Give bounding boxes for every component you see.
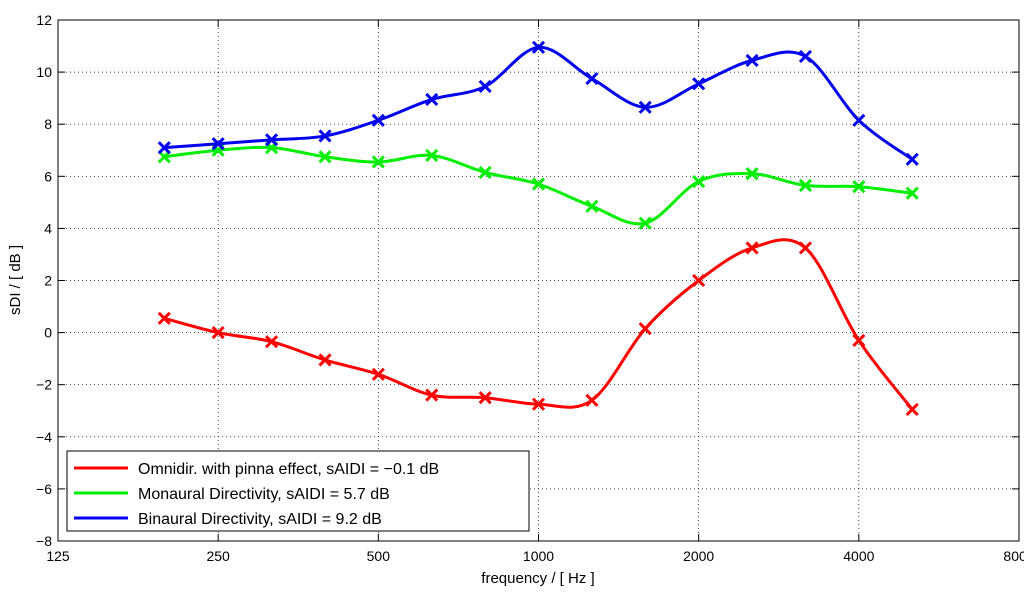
data-point-marker bbox=[585, 199, 599, 213]
data-point-marker bbox=[638, 216, 652, 230]
data-point-marker bbox=[638, 322, 652, 336]
data-point-marker bbox=[692, 273, 706, 288]
x-tick-label: 8000 bbox=[1003, 548, 1024, 564]
series-monaural-directivity bbox=[157, 141, 919, 230]
legend-entry: Omnidir. with pinna effect, sAIDI = −0.1… bbox=[138, 461, 439, 478]
y-tick-label: 6 bbox=[44, 168, 52, 184]
data-point-marker bbox=[745, 167, 759, 181]
legend-entry: Binaural Directivity, sAIDI = 9.2 dB bbox=[138, 511, 382, 528]
y-tick-label: 8 bbox=[44, 116, 52, 132]
series-omnidir-with bbox=[157, 238, 919, 417]
data-point-marker bbox=[371, 113, 385, 127]
data-point-marker bbox=[692, 77, 706, 91]
data-point-marker bbox=[905, 152, 919, 166]
data-point-marker bbox=[478, 79, 492, 93]
data-point-marker bbox=[798, 241, 813, 255]
series-binaural-directivity bbox=[157, 40, 919, 166]
data-point-marker bbox=[585, 72, 599, 86]
data-point-marker bbox=[745, 241, 759, 255]
y-tick-label: −6 bbox=[36, 481, 52, 497]
data-point-marker bbox=[318, 129, 332, 143]
data-point-marker bbox=[425, 388, 439, 402]
data-point-marker bbox=[692, 174, 706, 189]
x-axis: 125 250 500 1000 2000 4000 8000 bbox=[46, 20, 1024, 564]
data-point-marker bbox=[371, 155, 385, 169]
legend-entry: Monaural Directivity, sAIDI = 5.7 dB bbox=[138, 486, 390, 503]
data-point-marker bbox=[852, 333, 866, 347]
data-point-marker bbox=[852, 180, 866, 194]
data-point-marker bbox=[318, 353, 332, 367]
data-point-marker bbox=[638, 100, 652, 114]
data-point-marker bbox=[425, 92, 439, 107]
y-tick-label: 4 bbox=[44, 220, 52, 236]
x-tick-label: 4000 bbox=[843, 548, 874, 564]
x-tick-label: 2000 bbox=[683, 548, 714, 564]
data-point-marker bbox=[478, 165, 492, 179]
y-tick-label: −4 bbox=[36, 429, 52, 445]
data-point-marker bbox=[211, 137, 225, 151]
data-point-marker bbox=[852, 113, 866, 127]
data-point-marker bbox=[265, 335, 279, 349]
legend: Omnidir. with pinna effect, sAIDI = −0.1… bbox=[66, 450, 530, 532]
data-point-marker bbox=[157, 311, 171, 325]
x-tick-label: 125 bbox=[46, 548, 70, 564]
data-point-marker bbox=[798, 178, 813, 192]
data-point-marker bbox=[318, 150, 332, 164]
y-tick-label: 12 bbox=[36, 12, 52, 28]
data-point-marker bbox=[211, 326, 225, 340]
grid bbox=[58, 20, 1019, 541]
data-point-marker bbox=[157, 141, 171, 155]
y-tick-label: −2 bbox=[36, 377, 52, 393]
data-point-marker bbox=[905, 402, 919, 417]
data-point-marker bbox=[798, 49, 813, 64]
y-tick-label: 10 bbox=[36, 64, 52, 80]
data-point-marker bbox=[265, 133, 279, 147]
data-point-marker bbox=[531, 397, 546, 411]
x-tick-label: 500 bbox=[367, 548, 391, 564]
data-point-marker bbox=[531, 177, 546, 191]
x-axis-title: frequency / [ Hz ] bbox=[481, 570, 594, 587]
y-tick-label: −8 bbox=[36, 533, 52, 549]
data-point-marker bbox=[531, 40, 546, 54]
data-point-marker bbox=[478, 391, 492, 405]
series-layer bbox=[157, 40, 919, 417]
data-point-marker bbox=[745, 53, 759, 67]
y-tick-label: 0 bbox=[44, 325, 52, 341]
x-tick-label: 250 bbox=[206, 548, 230, 564]
legend-box bbox=[66, 450, 530, 532]
data-point-marker bbox=[585, 393, 599, 407]
y-tick-label: 2 bbox=[44, 273, 52, 289]
y-axis: −8 −6 −4 −2 0 2 4 6 8 10 12 bbox=[36, 12, 1019, 549]
data-point-marker bbox=[425, 148, 439, 163]
data-point-marker bbox=[371, 367, 385, 381]
data-point-marker bbox=[905, 186, 919, 200]
y-axis-title: sDI / [ dB ] bbox=[7, 245, 24, 315]
x-tick-label: 1000 bbox=[523, 548, 554, 564]
